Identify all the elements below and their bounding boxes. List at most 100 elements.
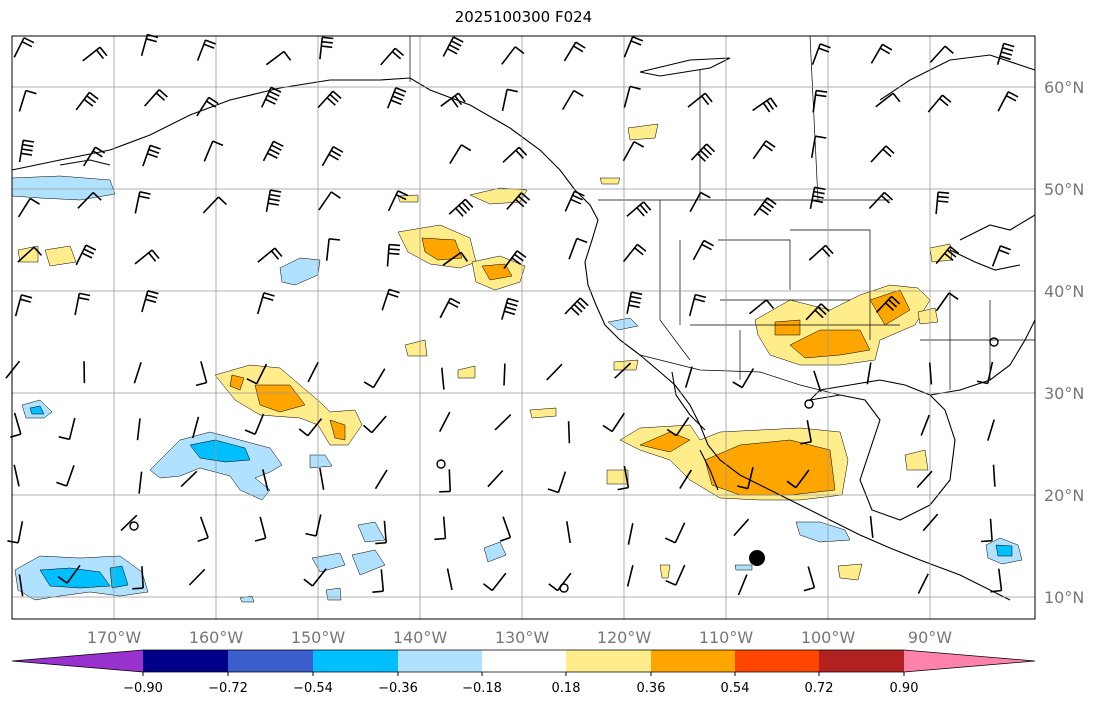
- longitude-label: 140°W: [393, 628, 448, 647]
- wind-barb: [132, 566, 144, 590]
- wind-barb: [448, 198, 474, 217]
- wind-barb: [195, 361, 208, 387]
- wind-barb: [144, 89, 168, 107]
- wind-barb: [134, 191, 151, 214]
- anomaly-region: [229, 374, 245, 391]
- map-frame: [11, 35, 1036, 620]
- wind-barb: [307, 361, 319, 383]
- wind-barb: [501, 88, 518, 112]
- wind-barb: [13, 37, 35, 58]
- wind-barb: [439, 469, 451, 493]
- wind-barb: [17, 246, 43, 263]
- wind-barb: [935, 292, 959, 312]
- wind-barb: [920, 414, 930, 436]
- wind-barb: [440, 92, 466, 108]
- anomaly-region: [189, 439, 251, 463]
- wind-barb: [813, 370, 822, 393]
- wind-barb: [438, 411, 451, 432]
- wind-barb: [134, 249, 160, 265]
- wind-barb: [684, 366, 693, 388]
- wind-barb: [602, 412, 625, 433]
- wind-barb: [386, 243, 401, 267]
- latitude-label: 10°N: [1044, 588, 1084, 607]
- wind-barb: [196, 96, 219, 117]
- colorbar-tick-label: 0.36: [637, 681, 666, 696]
- anomaly-region: [44, 245, 77, 267]
- wind-barb: [75, 244, 97, 266]
- coastlines: [11, 54, 1036, 601]
- anomaly-region: [795, 521, 851, 543]
- wind-barb: [303, 568, 327, 587]
- wind-barbs: [5, 33, 1019, 597]
- colorbar-tick-label: −0.90: [123, 681, 163, 696]
- wind-barb: [441, 367, 445, 390]
- longitude-label: 170°W: [87, 628, 142, 647]
- wind-barb: [869, 515, 874, 538]
- anomaly-region: [639, 431, 691, 453]
- wind-barb: [442, 251, 469, 266]
- wind-barb: [809, 186, 826, 210]
- wind-barb: [375, 520, 387, 545]
- colorbar-tick-label: 0.18: [552, 681, 581, 696]
- wind-barb: [180, 470, 198, 488]
- wind-barb: [733, 518, 750, 537]
- wind-barb: [916, 470, 933, 489]
- longitude-label: 130°W: [495, 628, 550, 647]
- anomaly-region: [627, 123, 659, 141]
- wind-barb: [133, 361, 142, 384]
- wind-barb: [690, 143, 716, 162]
- latitude-label: 60°N: [1044, 78, 1084, 97]
- wind-barb: [305, 514, 322, 537]
- anomaly-region: [774, 319, 801, 336]
- wind-barb: [298, 418, 323, 437]
- anomaly-region: [457, 365, 476, 379]
- latitude-label: 30°N: [1044, 384, 1084, 403]
- anomaly-region: [254, 384, 306, 413]
- wind-barb: [976, 361, 994, 385]
- colorbar-tick-label: −0.72: [208, 681, 248, 696]
- wind-barb: [58, 417, 76, 441]
- colorbar-tick-label: −0.18: [462, 681, 502, 696]
- colorbar-segment: [904, 650, 1035, 672]
- wind-barb: [689, 191, 711, 213]
- wind-barb: [362, 415, 387, 434]
- longitude-label: 120°W: [597, 628, 652, 647]
- wind-barb: [875, 295, 901, 313]
- wind-barb: [547, 471, 567, 494]
- wind-barb: [564, 297, 589, 316]
- wind-barb: [991, 245, 1011, 267]
- wind-barb: [442, 36, 464, 57]
- wind-barb: [992, 464, 996, 487]
- wind-barb: [499, 516, 512, 542]
- wind-barb: [449, 144, 472, 165]
- wind-barb: [567, 421, 571, 444]
- wind-barb: [265, 189, 282, 212]
- wind-barb: [83, 146, 106, 167]
- wind-barb: [679, 469, 693, 490]
- wind-barb: [990, 568, 1003, 593]
- colorbar-segment: [398, 650, 482, 672]
- wind-barb: [439, 297, 461, 319]
- wind-barb: [665, 564, 686, 586]
- wind-barb: [141, 290, 159, 313]
- wind-barb: [786, 469, 810, 489]
- wind-barb: [503, 363, 506, 386]
- wind-barb: [752, 140, 776, 160]
- anomaly-region: [995, 544, 1013, 557]
- wind-barb: [483, 572, 507, 592]
- wind-barb: [563, 41, 586, 62]
- anomaly-region: [421, 237, 463, 261]
- wind-barb: [265, 50, 292, 66]
- calm-marker: [129, 521, 139, 531]
- wind-barb: [18, 574, 24, 597]
- colorbar-segment: [651, 650, 735, 672]
- wind-barb: [870, 43, 893, 64]
- wind-barb: [800, 420, 812, 445]
- wind-barb: [317, 90, 342, 109]
- wind-barb: [917, 573, 929, 594]
- anomaly-region: [109, 565, 129, 589]
- wind-barb: [75, 91, 99, 111]
- wind-barb: [501, 297, 519, 320]
- wind-barb: [566, 521, 571, 544]
- longitude-label: 150°W: [291, 628, 346, 647]
